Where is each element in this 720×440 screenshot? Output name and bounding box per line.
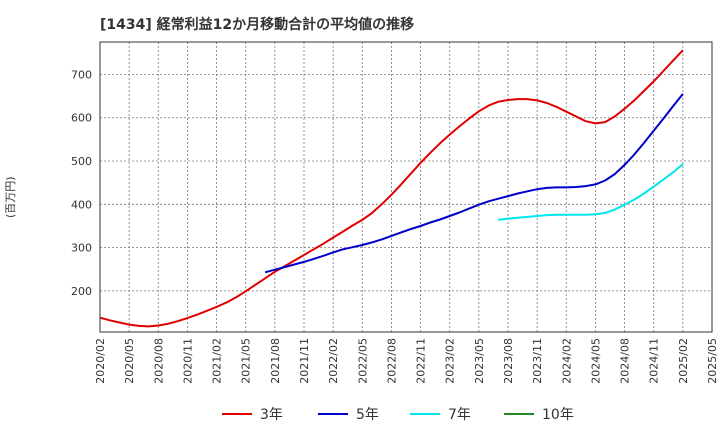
grid — [99, 42, 713, 332]
x-tick-label: 2020/08 — [152, 338, 165, 384]
chart-title: [1434] 経常利益12か月移動合計の平均値の推移 — [100, 17, 415, 33]
x-tick-label: 2022/02 — [327, 338, 340, 384]
x-tick-label: 2020/05 — [123, 338, 136, 384]
x-tick-label: 2025/02 — [677, 338, 690, 384]
x-tick-label: 2023/08 — [502, 338, 515, 384]
x-tick-label: 2021/08 — [269, 338, 282, 384]
x-tick-label: 2025/05 — [706, 338, 719, 384]
x-tick-label: 2022/05 — [356, 338, 369, 384]
y-tick-label: 700 — [71, 68, 92, 81]
y-tick-label: 600 — [71, 112, 92, 125]
series-line-2 — [498, 163, 684, 221]
x-tick-label: 2021/05 — [240, 338, 253, 384]
series-line-0 — [99, 49, 684, 328]
legend-label-2: 7年 — [448, 407, 471, 423]
series-lines — [99, 49, 684, 328]
legend-label-3: 10年 — [542, 407, 574, 423]
y-tick-label: 500 — [71, 155, 92, 168]
x-tick-label: 2021/11 — [298, 338, 311, 384]
legend: 3年 5年 7年 10年 — [222, 407, 574, 423]
legend-label-0: 3年 — [260, 407, 283, 423]
x-tick-label: 2021/02 — [211, 338, 224, 384]
series-line-1 — [264, 93, 684, 274]
y-tick-label: 300 — [71, 242, 92, 255]
x-tick-label: 2023/05 — [473, 338, 486, 384]
x-tick-label: 2023/02 — [444, 338, 457, 384]
x-tick-label: 2024/08 — [619, 338, 632, 384]
x-tick-label: 2020/02 — [94, 338, 107, 384]
x-tick-label: 2022/11 — [415, 338, 428, 384]
x-tick-label: 2022/08 — [385, 338, 398, 384]
x-tick-label: 2024/11 — [648, 338, 661, 384]
x-tick-label: 2024/02 — [560, 338, 573, 384]
y-tick-label: 400 — [71, 198, 92, 211]
legend-label-1: 5年 — [356, 407, 379, 423]
x-axis-ticks: 2020/02 2020/05 2020/08 2020/11 2021/02 2021/… — [94, 338, 719, 384]
x-tick-label: 2020/11 — [181, 338, 194, 384]
plot-area-frame — [99, 41, 713, 333]
x-tick-label: 2023/11 — [531, 338, 544, 384]
y-tick-label: 200 — [71, 285, 92, 298]
x-tick-label: 2024/05 — [589, 338, 602, 384]
y-axis-ticks: 200 300 400 500 600 700 — [71, 68, 92, 297]
